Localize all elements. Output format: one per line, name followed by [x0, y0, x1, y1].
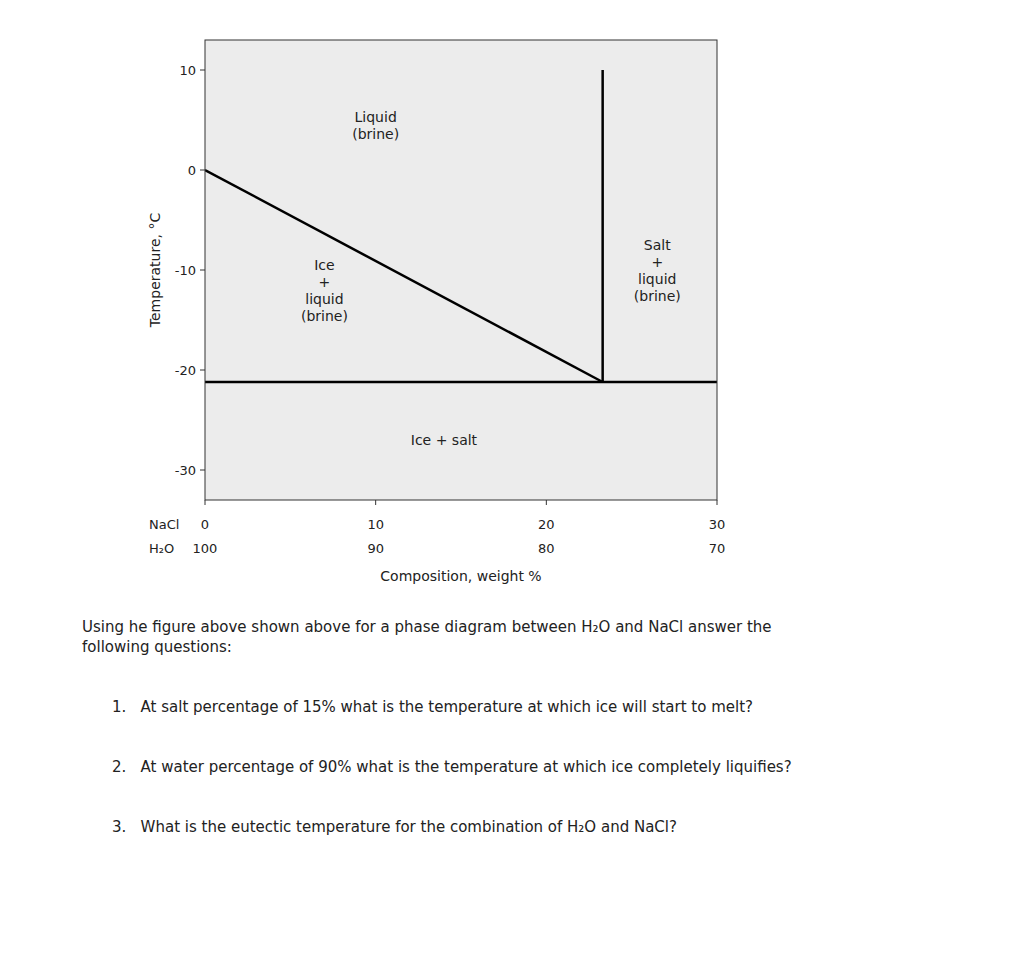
question-line: 1. At salt percentage of 15% what is the…	[112, 698, 753, 716]
question-text: 1. At salt percentage of 15% what is the…	[112, 698, 753, 716]
y-tick	[200, 70, 205, 71]
region-label: Salt+liquid(brine)	[634, 237, 681, 304]
y-tick	[200, 270, 205, 271]
plot-area	[205, 40, 717, 500]
region-label: Ice + salt	[411, 432, 478, 448]
question-text: 3. What is the eutectic temperature for …	[112, 818, 677, 836]
region-label-line: liquid	[305, 291, 343, 307]
region-label-line: Liquid	[355, 109, 397, 125]
x-row-name: H₂O	[149, 541, 174, 556]
y-tick-label: -10	[175, 263, 196, 278]
region-label-line: +	[319, 274, 331, 290]
region-label-line: (brine)	[352, 126, 399, 142]
region-label-line: (brine)	[634, 288, 681, 304]
phase-boundary	[205, 170, 603, 382]
x-tick-label: 30	[709, 517, 726, 532]
series-group	[205, 70, 717, 382]
region-label-line: liquid	[638, 271, 676, 287]
x-tick-label-secondary: 70	[709, 541, 726, 556]
y-tick	[200, 370, 205, 371]
x-tick-label: 20	[538, 517, 555, 532]
region-label-line: +	[651, 254, 663, 270]
plot-frame	[205, 40, 717, 500]
region-label-line: Ice + salt	[411, 432, 478, 448]
y-tick	[200, 470, 205, 471]
x-tick	[375, 500, 376, 505]
region-label-line: Salt	[644, 237, 671, 253]
region-label-line: (brine)	[301, 308, 348, 324]
x-tick	[717, 500, 718, 505]
question-line: 2. At water percentage of 90% what is th…	[112, 758, 792, 776]
x-row-name: NaCl	[149, 517, 179, 532]
y-axis-label: Temperature, °C	[147, 213, 163, 329]
x-tick-label: 10	[367, 517, 384, 532]
y-tick-label: -20	[175, 363, 196, 378]
chart: 100-10-20-30Temperature, °C0102030NaCl10…	[0, 0, 1024, 966]
y-tick-label: -30	[175, 463, 196, 478]
question-line: 3. What is the eutectic temperature for …	[112, 818, 677, 836]
y-tick-label: 0	[188, 163, 196, 178]
x-tick-label: 0	[201, 517, 209, 532]
y-tick	[200, 170, 205, 171]
phase-boundary	[601, 70, 604, 382]
y-tick-label: 10	[179, 63, 196, 78]
x-tick-label-secondary: 80	[538, 541, 555, 556]
region-label: Ice+liquid(brine)	[301, 257, 348, 324]
question-line: following questions:	[82, 638, 232, 656]
question-text: 2. At water percentage of 90% what is th…	[112, 758, 792, 776]
phase-boundary	[205, 381, 717, 384]
x-tick-label-secondary: 90	[367, 541, 384, 556]
x-tick-label-secondary: 100	[193, 541, 218, 556]
question-text: Using he figure above shown above for a …	[82, 618, 772, 656]
x-tick	[205, 500, 206, 505]
x-axis-label: Composition, weight %	[380, 568, 541, 584]
region-label-line: Ice	[314, 257, 334, 273]
x-tick	[546, 500, 547, 505]
region-label: Liquid(brine)	[352, 109, 399, 142]
question-line: Using he figure above shown above for a …	[82, 618, 772, 636]
